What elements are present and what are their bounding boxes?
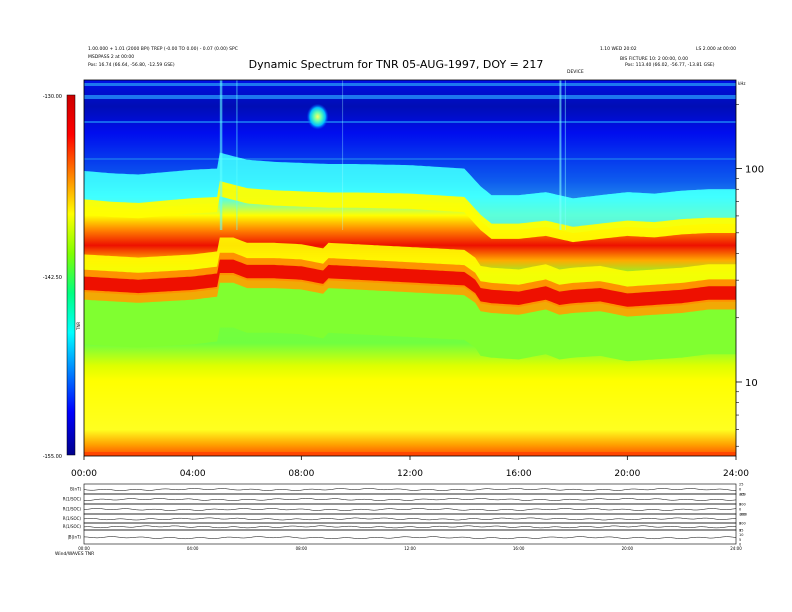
- mid-marker-label: DEVICE: [567, 70, 584, 75]
- panel-x-tick-label: 08:00: [296, 546, 308, 551]
- header-right-position: Pos: 113.40 (66.02, -56.77, -13.81 GSE): [625, 63, 715, 68]
- interference-stripe: [559, 80, 562, 230]
- panel-label: R(1/SOC): [63, 524, 82, 529]
- bottom-panels: B(nT)250-25R(1/SOC)3000R(1/SOC)3000-300R…: [63, 483, 747, 552]
- low-intensity-region: [84, 80, 736, 199]
- colorbar-bottom-label: -155.00: [43, 454, 62, 460]
- x-tick-label: 12:00: [397, 469, 423, 479]
- y-unit-label: kHz: [738, 81, 745, 86]
- panel-tick-label: 5: [739, 538, 741, 542]
- panel-x-tick-label: 04:00: [187, 546, 199, 551]
- panel-trace: [83, 517, 737, 521]
- colorbar-top-label: -130.00: [43, 94, 62, 100]
- interference-stripe: [342, 80, 344, 230]
- panel-trace: [83, 525, 737, 529]
- panel-label: R(1/SOC): [63, 497, 82, 502]
- panel-tick-label: 300: [739, 503, 746, 507]
- panel-tick-label: 0: [739, 522, 741, 526]
- panel-label: R(1/SOC): [63, 516, 82, 521]
- panel-x-tick-label: 12:00: [404, 546, 416, 551]
- x-tick-label: 04:00: [180, 469, 206, 479]
- panel-tick-label: -25: [739, 493, 745, 497]
- header-right-line1b: LS 2.000 at 00:00: [696, 47, 737, 52]
- x-tick-label: 24:00: [723, 469, 749, 479]
- panel-tick-label: 0: [739, 488, 741, 492]
- x-tick-label: 00:00: [71, 469, 97, 479]
- panel-x-tick-label: 00:00: [78, 546, 90, 551]
- yellow-emission-band: [84, 181, 736, 243]
- panel-tick-label: 100: [739, 513, 746, 517]
- colorbar-mid-label: -142.50: [43, 275, 62, 281]
- chart-title: Dynamic Spectrum for TNR 05-AUG-1997, DO…: [248, 58, 544, 71]
- panel-tick-label: 25: [739, 483, 743, 487]
- panel-trace: [84, 498, 737, 501]
- panel-label: |B|(nT): [67, 535, 81, 540]
- spectral-features: [84, 80, 736, 456]
- x-tick-label: 16:00: [506, 469, 532, 479]
- footer-label: Wind/WAVES TNR: [55, 552, 95, 557]
- panel-label: R(1/SOC): [63, 507, 82, 512]
- panel-trace: [83, 488, 737, 491]
- panel-tick-label: 15: [739, 529, 743, 533]
- panel-trace: [83, 536, 737, 540]
- cyan-emission-band: [84, 152, 736, 233]
- colorbar-axis-label: TNR: [76, 322, 81, 331]
- panel-tick-label: 0: [739, 508, 741, 512]
- x-tick-label: 20:00: [614, 469, 640, 479]
- header-right-line2: BIS FICTURE 10: 2 00:00, 0.00: [620, 57, 689, 62]
- panel-x-tick-label: 20:00: [622, 546, 634, 551]
- orange-emission-band: [84, 252, 736, 301]
- green-background-band: [84, 282, 736, 362]
- interference-stripe: [564, 80, 566, 230]
- panel-tick-label: 0: [739, 529, 741, 533]
- panel-tick-label: 10: [739, 533, 743, 537]
- interference-stripe: [236, 80, 238, 230]
- panel-trace: [83, 508, 737, 511]
- bottom-emission-band: [84, 452, 736, 456]
- panel-tick-label: -300: [739, 513, 747, 517]
- header-left-line2: MSDPASS 2 at 00:00: [88, 55, 135, 60]
- x-tick-label: 08:00: [288, 469, 314, 479]
- interference-stripe: [219, 80, 223, 230]
- header-left-line1: 1.00.000 + 1.01 (2000 BPI) TREP (-0.00 T…: [88, 47, 238, 52]
- panel-frame: [83, 493, 737, 505]
- panel-tick-label: 0: [739, 543, 741, 547]
- spectrogram-plot: [84, 80, 736, 456]
- panel-x-tick-label: 24:00: [730, 546, 742, 551]
- y-tick-label: 10: [745, 378, 758, 389]
- colorbar: [66, 94, 76, 456]
- panel-tick-label: 0: [739, 503, 741, 507]
- x-axis: 00:00 04:00 08:00 12:00 16:00 20:00 24:00: [71, 456, 749, 479]
- header-right-line1: 1.10 WED 20:02: [600, 47, 637, 52]
- header-left-position: Pos: 16.74 (66.64, -56.80, -12.59 GSE): [88, 63, 175, 68]
- bright-emission-spot: [306, 103, 329, 130]
- panel-tick-label: 300: [739, 493, 746, 497]
- y-axis: 10 100: [736, 104, 764, 447]
- lower-orange-band: [84, 273, 736, 318]
- panel-label: B(nT): [70, 487, 81, 492]
- y-tick-label: 100: [745, 165, 764, 176]
- panel-tick-label: 300: [739, 522, 746, 526]
- panel-x-tick-label: 16:00: [513, 546, 525, 551]
